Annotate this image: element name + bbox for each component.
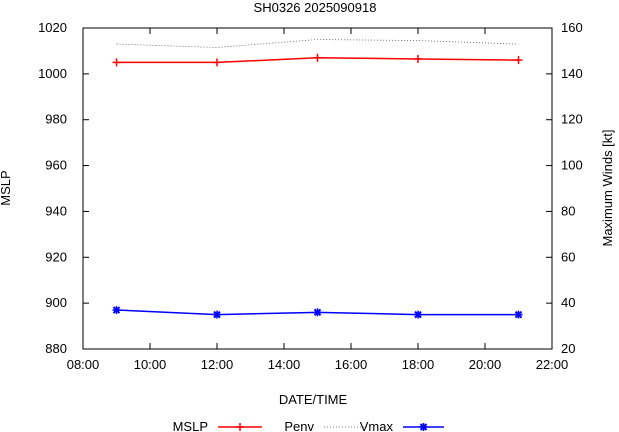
y-right-tick-label: 160 <box>561 20 583 35</box>
y-right-tick-label: 40 <box>561 295 575 310</box>
x-axis: 08:00 10:00 12:00 14:00 16:00 18:00 20:00 22:00 <box>67 28 569 372</box>
x-tick-label: 18:00 <box>402 357 435 372</box>
x-tick-label: 20:00 <box>469 357 502 372</box>
y-left-tick-label: 920 <box>45 249 67 264</box>
y-left-tick-label: 880 <box>45 341 67 356</box>
data-point-mslp <box>213 58 221 67</box>
x-tick-label: 22:00 <box>536 357 569 372</box>
y-right-tick-label: 100 <box>561 158 583 173</box>
x-axis-label: DATE/TIME <box>279 392 348 407</box>
plot-frame <box>82 27 553 350</box>
y-right-tick-label: 140 <box>561 66 583 81</box>
y-left-tick-label: 980 <box>45 112 67 127</box>
legend-label-penv: Penv <box>284 419 314 432</box>
data-point-vmax <box>112 306 121 315</box>
x-tick-label: 14:00 <box>268 357 301 372</box>
y-right-tick-label: 80 <box>561 203 575 218</box>
data-point-vmax <box>313 308 322 317</box>
x-tick-label: 08:00 <box>67 357 100 372</box>
data-point-vmax <box>213 310 221 319</box>
y-axis-left-label: MSLP <box>0 170 13 205</box>
y-right-tick-label: 20 <box>561 341 575 356</box>
data-point-vmax <box>414 310 422 319</box>
y-axis-left: 880 900 920 940 960 980 1000 1020 <box>38 20 89 356</box>
data-point-mslp <box>313 53 322 62</box>
y-left-tick-label: 940 <box>45 203 67 218</box>
series-layer <box>112 39 523 319</box>
legend: MSLP Penv Vmax <box>173 419 444 432</box>
legend-marker-mslp <box>236 423 244 431</box>
chart-title: SH0326 2025090918 <box>254 0 377 15</box>
data-point-vmax <box>514 310 523 319</box>
y-left-tick-label: 900 <box>45 295 67 310</box>
y-left-tick-label: 1020 <box>38 20 67 35</box>
data-point-mslp <box>112 58 121 67</box>
legend-marker-vmax <box>419 423 428 431</box>
legend-label-mslp: MSLP <box>173 419 208 432</box>
x-tick-label: 16:00 <box>335 357 368 372</box>
legend-label-vmax: Vmax <box>360 419 394 432</box>
y-left-tick-label: 960 <box>45 158 67 173</box>
series-line-penv <box>116 39 519 48</box>
y-left-tick-label: 1000 <box>38 66 67 81</box>
data-point-mslp <box>414 54 422 63</box>
x-tick-label: 12:00 <box>201 357 234 372</box>
y-axis-right: 20 40 60 80 100 120 140 160 <box>546 20 583 356</box>
data-point-mslp <box>514 56 523 65</box>
y-axis-right-label: Maximum Winds [kt] <box>600 129 615 246</box>
x-tick-label: 10:00 <box>134 357 167 372</box>
y-right-tick-label: 120 <box>561 112 583 127</box>
y-right-tick-label: 60 <box>561 249 575 264</box>
